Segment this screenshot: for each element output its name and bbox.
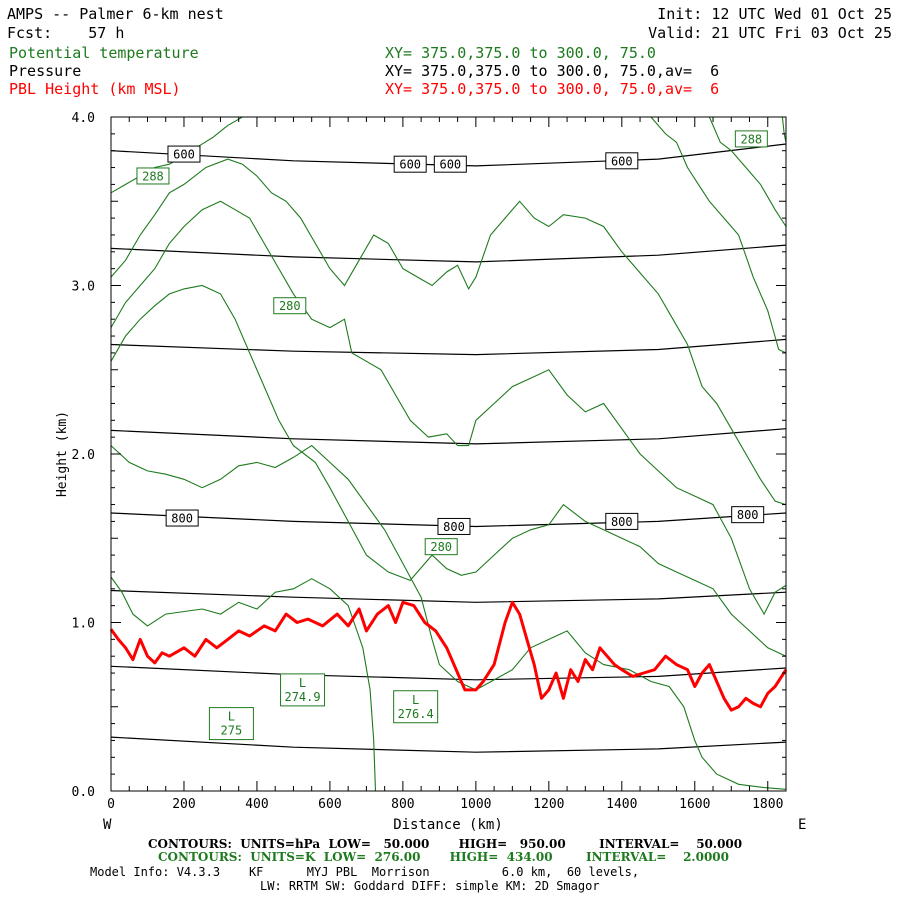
- theta-contour-1: [110, 444, 787, 790]
- pressure-label-4: 800: [165, 509, 199, 527]
- theta-contour-2: [110, 284, 787, 657]
- y-tick-label-3: 3.0: [72, 280, 95, 295]
- pressure-contour-7: [110, 143, 787, 167]
- x-tick-label-6: 1200: [533, 797, 564, 812]
- field-theta-xy: XY= 375.0,375.0 to 300.0, 75.0: [385, 44, 656, 62]
- east-label: E: [798, 817, 806, 833]
- low-letter-0: L: [299, 676, 306, 690]
- theta-label-3: 288: [734, 130, 768, 148]
- model-info-physics: LW: RRTM SW: Goddard DIFF: simple KM: 2D…: [260, 879, 600, 893]
- svg-text:280: 280: [279, 299, 301, 313]
- svg-text:288: 288: [142, 169, 164, 183]
- y-axis-label: Height (km): [55, 411, 70, 497]
- contours-pressure-info: CONTOURS: UNITS=hPa LOW= 50.000 HIGH= 95…: [148, 837, 743, 851]
- y-tick-label-1: 1.0: [72, 617, 95, 632]
- theta-contours: [110, 116, 787, 792]
- svg-text:280: 280: [430, 540, 452, 554]
- svg-text:600: 600: [611, 154, 633, 168]
- theta-label-0: 288: [136, 167, 170, 185]
- pressure-label-3: 600: [605, 152, 639, 170]
- field-pbl-xy: XY= 375.0,375.0 to 300.0, 75.0,av= 6: [385, 80, 720, 98]
- svg-text:800: 800: [171, 512, 193, 526]
- pbl-height-layer: [109, 600, 788, 712]
- x-tick-label-2: 400: [245, 797, 268, 812]
- forecast-hour: Fcst: 57 h: [7, 24, 125, 42]
- x-tick-label-7: 1400: [606, 797, 637, 812]
- theta-contour-3: [110, 200, 787, 616]
- x-tick-label-5: 1000: [460, 797, 491, 812]
- svg-text:600: 600: [173, 148, 195, 162]
- svg-text:600: 600: [399, 158, 421, 172]
- low-value-2: 275: [221, 724, 243, 738]
- contours-theta-info: CONTOURS: UNITS=K LOW= 276.00 HIGH= 434.…: [158, 850, 729, 864]
- low-value-1: 276.4: [398, 707, 434, 721]
- x-tick-label-4: 800: [391, 797, 414, 812]
- pressure-label-5: 800: [437, 517, 471, 535]
- valid-time: Valid: 21 UTC Fri 03 Oct 25: [648, 24, 892, 42]
- theta-contour-6: [650, 116, 787, 354]
- x-tick-label-3: 600: [318, 797, 341, 812]
- svg-text:800: 800: [443, 520, 465, 534]
- pbl-height-line: [109, 600, 788, 712]
- low-letter-1: L: [412, 693, 419, 707]
- low-value-0: 274.9: [284, 690, 320, 704]
- svg-text:288: 288: [740, 132, 762, 146]
- axis-ticks: 0 200 400 600 800 1000 1200 1400 1600 1800 0.0 1.0 2…: [72, 111, 787, 812]
- pressure-contour-6: [110, 244, 787, 263]
- theta-label-2: 280: [424, 538, 458, 556]
- model-info: Model Info: V4.3.3 KF MYJ PBL Morrison 6…: [90, 865, 640, 879]
- field-pressure-xy: XY= 375.0,375.0 to 300.0, 75.0,av= 6: [385, 62, 720, 80]
- chart-title: AMPS -- Palmer 6-km nest: [7, 5, 224, 23]
- pressure-label-2: 600: [433, 155, 467, 173]
- svg-text:800: 800: [611, 515, 633, 529]
- pressure-contour-2: [110, 589, 787, 603]
- y-tick-label-0: 0.0: [72, 785, 95, 800]
- pressure-contours: [110, 143, 787, 753]
- pressure-label-1: 600: [393, 155, 427, 173]
- init-time: Init: 12 UTC Wed 01 Oct 25: [657, 5, 892, 23]
- theta-contour-0: [110, 576, 377, 792]
- pressure-contour-4: [110, 428, 787, 445]
- pressure-contour-0: [110, 736, 787, 753]
- pressure-label-6: 800: [605, 512, 639, 530]
- west-label: W: [103, 817, 112, 833]
- pressure-label-0: 600: [167, 145, 201, 163]
- x-tick-label-1: 200: [172, 797, 195, 812]
- plot-frame: [110, 116, 787, 792]
- theta-contour-4: [110, 158, 787, 506]
- x-axis-label: Distance (km): [393, 817, 503, 833]
- theta-contour-7: [708, 116, 787, 227]
- svg-text:600: 600: [439, 158, 461, 172]
- theta-label-1: 280: [273, 297, 307, 315]
- y-tick-label-4: 4.0: [72, 111, 95, 126]
- pressure-label-7: 800: [731, 506, 765, 524]
- y-tick-label-2: 2.0: [72, 448, 95, 463]
- x-tick-label-8: 1600: [679, 797, 710, 812]
- theta-contour-8: [781, 116, 787, 143]
- field-theta-name: Potential temperature: [9, 44, 199, 62]
- pressure-contour-5: [110, 338, 787, 356]
- svg-text:800: 800: [737, 508, 759, 522]
- pressure-contour-3: [110, 512, 787, 528]
- field-pbl-name: PBL Height (km MSL): [9, 80, 181, 98]
- x-tick-label-0: 0: [107, 797, 115, 812]
- low-letter-2: L: [228, 710, 235, 724]
- x-tick-label-9: 1800: [752, 797, 783, 812]
- field-pressure-name: Pressure: [9, 62, 82, 80]
